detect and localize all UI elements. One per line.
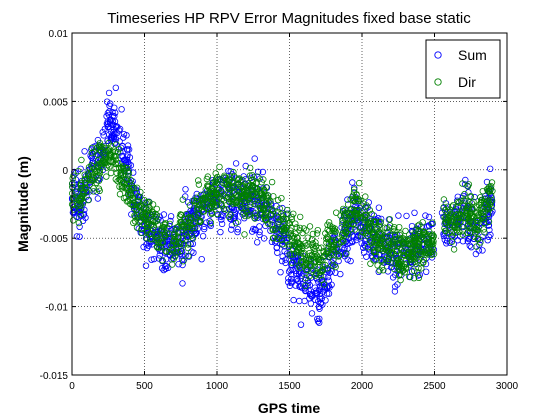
y-tick-label: -0.005 [40, 234, 69, 245]
y-tick-label: 0 [62, 166, 68, 177]
y-tick-label: -0.01 [45, 303, 68, 314]
legend: Sum Dir [426, 40, 500, 98]
y-tick-label: 0.005 [43, 97, 68, 108]
y-tick-label: -0.015 [40, 371, 69, 382]
legend-label-dir: Dir [458, 74, 476, 90]
x-axis-label: GPS time [258, 400, 320, 416]
x-tick-label: 0 [69, 381, 75, 392]
x-tick-label: 500 [136, 381, 153, 392]
x-tick-label: 2000 [351, 381, 374, 392]
chart-title: Timeseries HP RPV Error Magnitudes fixed… [107, 10, 471, 27]
x-tick-label: 1000 [206, 381, 229, 392]
legend-label-sum: Sum [458, 47, 487, 63]
y-tick-label: 0.01 [49, 29, 69, 40]
x-tick-label: 1500 [278, 381, 301, 392]
x-tick-label: 3000 [496, 381, 519, 392]
x-tick-label: 2500 [423, 381, 446, 392]
y-axis-label: Magnitude (m) [15, 156, 31, 252]
